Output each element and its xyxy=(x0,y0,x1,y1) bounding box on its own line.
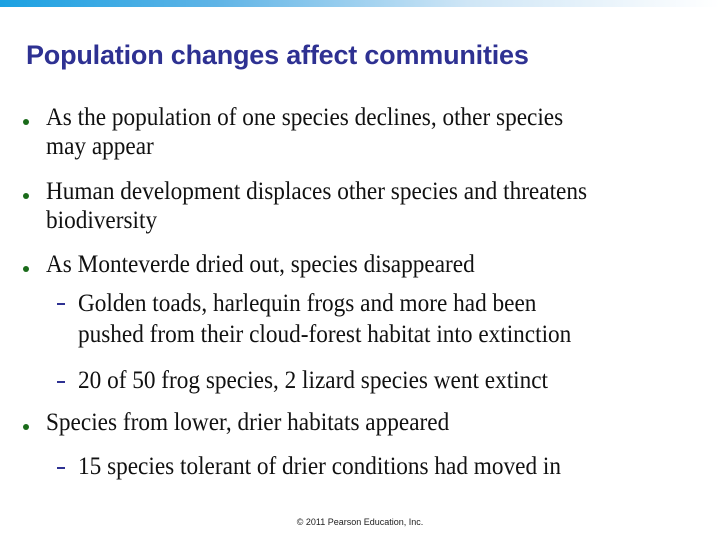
bullet-3-line-1: As Monteverde dried out, species disappe… xyxy=(46,251,475,278)
bullet-icon xyxy=(23,266,29,272)
bullet-icon xyxy=(23,424,29,430)
bullet-1-line-2: may appear xyxy=(46,133,154,160)
bullet-icon xyxy=(23,119,29,125)
bullet-1-line-1: As the population of one species decline… xyxy=(46,104,564,131)
subitem-2-line-1: 20 of 50 frog species, 2 lizard species … xyxy=(78,367,549,394)
dash-icon xyxy=(57,467,65,469)
subitem-1-line-2: pushed from their cloud-forest habitat i… xyxy=(78,321,572,348)
subitem-1-line-1: Golden toads, harlequin frogs and more h… xyxy=(78,290,537,317)
slide-title: Population changes affect communities xyxy=(26,40,529,70)
bullet-2-line-2: biodiversity xyxy=(46,207,158,234)
bullet-2-line-1: Human development displaces other specie… xyxy=(46,178,588,205)
bullet-icon xyxy=(23,193,29,199)
dash-icon xyxy=(57,303,65,305)
dash-icon xyxy=(57,381,65,383)
top-accent-bar xyxy=(0,0,720,7)
bullet-4-line-1: Species from lower, drier habitats appea… xyxy=(46,409,450,436)
subitem-3-line-1: 15 species tolerant of drier conditions … xyxy=(78,453,561,480)
copyright-footer: © 2011 Pearson Education, Inc. xyxy=(296,517,424,527)
